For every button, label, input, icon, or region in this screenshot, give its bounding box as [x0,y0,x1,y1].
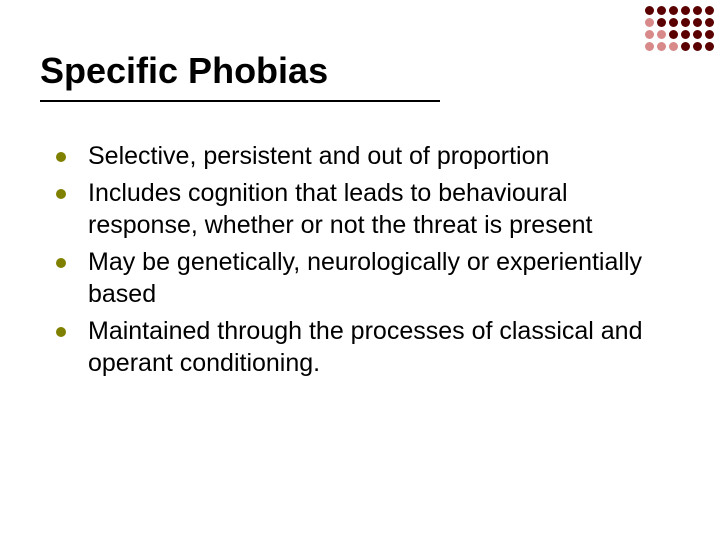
corner-dot-icon [669,42,678,51]
bullet-dot-icon [56,152,66,162]
bullet-item: May be genetically, neurologically or ex… [56,246,680,311]
corner-dot-icon [681,42,690,51]
corner-dot-icon [705,30,714,39]
bullet-text: Maintained through the processes of clas… [88,315,680,380]
bullet-list: Selective, persistent and out of proport… [56,140,680,384]
corner-dot-icon [705,6,714,15]
bullet-text: May be genetically, neurologically or ex… [88,246,680,311]
corner-dot-icon [681,30,690,39]
corner-dot-icon [669,18,678,27]
slide: Specific Phobias Selective, persistent a… [0,0,720,540]
bullet-dot-icon [56,327,66,337]
bullet-text: Includes cognition that leads to behavio… [88,177,680,242]
corner-dot-icon [645,30,654,39]
corner-dot-icon [693,18,702,27]
corner-dot-icon [681,18,690,27]
corner-dot-icon [705,18,714,27]
corner-dot-icon [681,6,690,15]
corner-dot-icon [693,42,702,51]
bullet-item: Includes cognition that leads to behavio… [56,177,680,242]
corner-dot-icon [645,18,654,27]
bullet-item: Maintained through the processes of clas… [56,315,680,380]
corner-decoration [645,6,714,51]
corner-dot-icon [657,30,666,39]
corner-dot-icon [669,30,678,39]
corner-dot-icon [657,18,666,27]
title-underline [40,100,440,102]
slide-title: Specific Phobias [40,50,328,92]
corner-dot-icon [657,6,666,15]
bullet-dot-icon [56,258,66,268]
corner-dot-icon [645,6,654,15]
corner-dot-icon [705,42,714,51]
corner-dot-icon [669,6,678,15]
corner-dot-icon [693,6,702,15]
bullet-text: Selective, persistent and out of proport… [88,140,549,173]
corner-dot-icon [693,30,702,39]
corner-dot-icon [657,42,666,51]
bullet-dot-icon [56,189,66,199]
bullet-item: Selective, persistent and out of proport… [56,140,680,173]
corner-dot-icon [645,42,654,51]
